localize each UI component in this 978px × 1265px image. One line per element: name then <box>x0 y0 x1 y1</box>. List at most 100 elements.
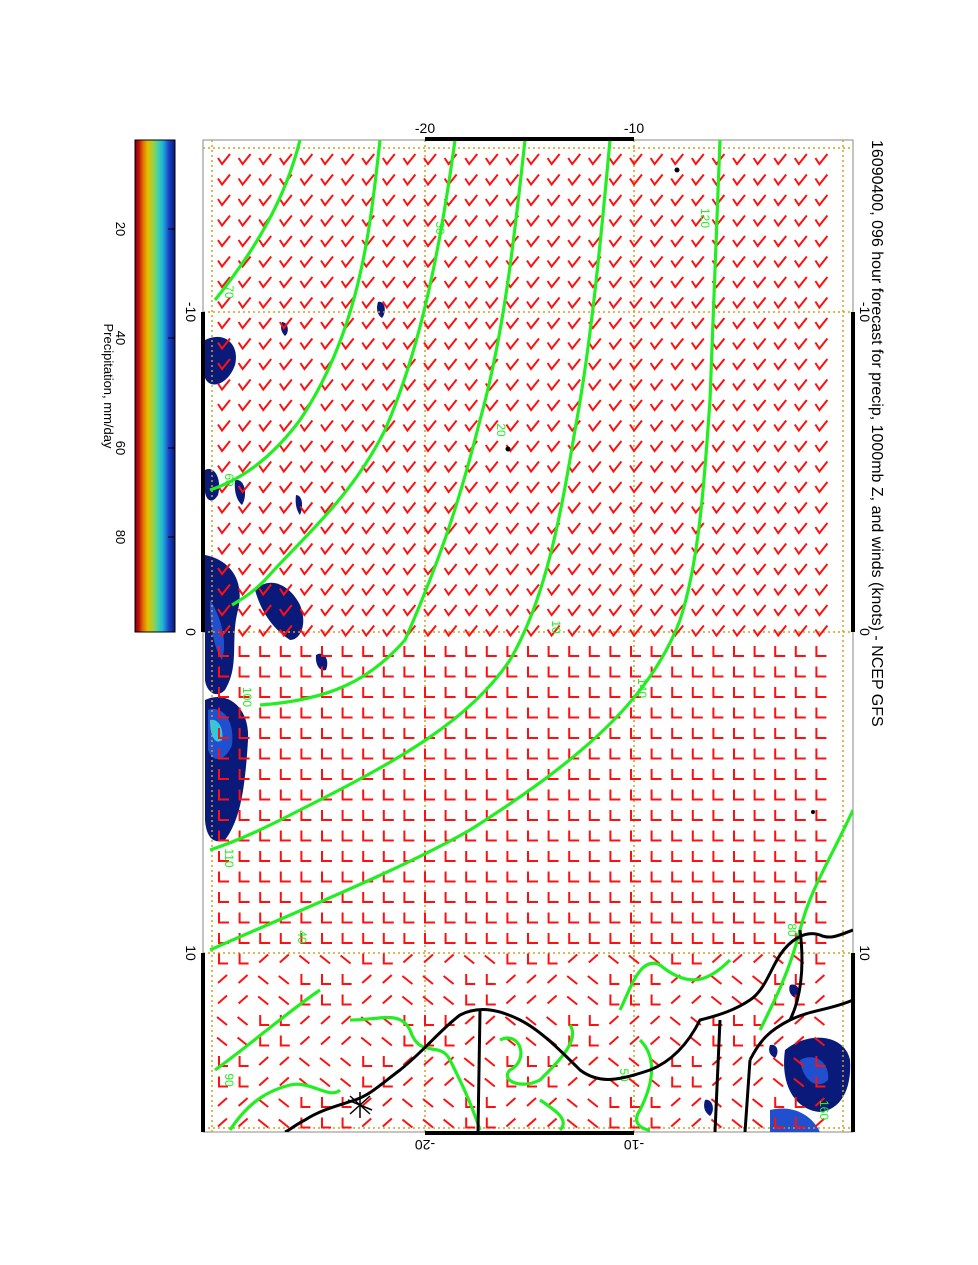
wind-barb <box>484 337 499 351</box>
wind-barb <box>752 337 767 351</box>
wind-barb <box>443 214 458 228</box>
wind-barb <box>794 1035 805 1046</box>
wind-barb <box>259 646 271 657</box>
wind-barb <box>815 1056 826 1067</box>
wind-barb <box>237 337 252 351</box>
colorbar-tick-label: 80 <box>113 530 128 544</box>
wind-barb <box>259 810 271 821</box>
wind-barb <box>587 173 602 187</box>
wind-barb <box>650 974 661 985</box>
wind-barb <box>443 481 458 494</box>
wind-barb <box>217 214 231 228</box>
wind-barb <box>484 501 499 515</box>
wind-barb <box>731 975 743 985</box>
wind-barb <box>443 563 458 576</box>
wind-barb <box>815 953 826 965</box>
wind-barb <box>340 276 355 289</box>
wind-barb <box>691 707 703 719</box>
wind-barb <box>278 337 293 351</box>
wind-barb <box>670 460 684 474</box>
wind-barb <box>299 214 314 228</box>
wind-barb <box>238 1076 249 1088</box>
wind-barb <box>300 728 312 739</box>
wind-barb <box>505 378 520 392</box>
wind-barb <box>484 1077 496 1088</box>
wind-barb <box>608 337 623 351</box>
wind-barb <box>423 378 437 392</box>
wind-barb <box>794 646 806 657</box>
wind-barb <box>733 1035 743 1047</box>
contour-line <box>213 140 302 301</box>
wind-barb <box>588 789 600 801</box>
wind-barb <box>299 563 314 576</box>
wind-barb <box>547 687 559 698</box>
wind-barb <box>773 235 787 248</box>
wind-barb <box>691 1117 702 1128</box>
wind-barb <box>423 358 437 371</box>
wind-barb <box>629 358 643 371</box>
wind-barb <box>608 419 623 433</box>
wind-barb <box>237 974 249 984</box>
wind-barb <box>218 687 229 698</box>
wind-barb <box>649 624 664 638</box>
wind-barb <box>341 871 353 883</box>
wind-barb <box>402 235 417 248</box>
wind-barb <box>732 276 746 289</box>
wind-barb <box>217 276 231 289</box>
wind-barb <box>217 563 231 576</box>
wind-barb <box>671 789 683 801</box>
wind-barb <box>299 440 314 453</box>
wind-barb <box>259 933 271 944</box>
wind-barb <box>464 399 478 412</box>
wind-barb <box>506 830 518 842</box>
wind-barb <box>568 933 580 944</box>
wind-barb <box>506 810 518 821</box>
wind-barb <box>443 501 458 515</box>
wind-barb <box>813 1036 826 1047</box>
wind-barb <box>402 583 417 597</box>
wind-barb <box>587 276 602 289</box>
wind-barb <box>733 707 744 719</box>
wind-barb <box>423 624 437 638</box>
wind-barb <box>321 871 332 883</box>
wind-barb <box>752 276 767 289</box>
wind-barb <box>424 666 435 678</box>
wind-barb <box>278 317 293 330</box>
wind-barb <box>753 707 765 719</box>
wind-barb <box>773 501 787 515</box>
wind-barb <box>484 1057 496 1067</box>
wind-barb <box>485 892 497 903</box>
wind-barb <box>237 235 252 248</box>
wind-barb <box>587 358 602 371</box>
wind-barb <box>670 583 684 597</box>
wind-barb <box>485 851 497 862</box>
wind-barb <box>690 583 705 597</box>
wind-barb <box>340 419 355 433</box>
wind-barb <box>300 830 312 842</box>
wind-barb <box>649 153 664 166</box>
wind-barb <box>547 830 559 842</box>
wind-barb <box>671 1076 682 1088</box>
wind-barb <box>443 460 458 474</box>
wind-barb <box>361 153 375 166</box>
axis-label-bottom: -20 <box>415 1137 435 1153</box>
wind-barb <box>793 214 808 228</box>
contour-line <box>214 988 321 1072</box>
wind-barb <box>733 769 744 780</box>
wind-barb <box>649 1015 661 1025</box>
wind-barb <box>650 912 662 924</box>
wind-barb <box>649 522 664 535</box>
wind-barb <box>237 481 252 494</box>
wind-barb <box>278 604 293 617</box>
wind-barb <box>319 1077 331 1088</box>
wind-barb <box>568 707 580 719</box>
wind-barb <box>733 728 744 739</box>
wind-barb <box>711 501 726 515</box>
wind-barb <box>794 728 806 739</box>
wind-barb <box>587 460 602 474</box>
wind-barb <box>341 728 353 739</box>
wind-barb <box>465 789 477 801</box>
wind-barb <box>650 748 662 760</box>
wind-barb <box>671 851 683 862</box>
wind-barb <box>527 810 538 821</box>
